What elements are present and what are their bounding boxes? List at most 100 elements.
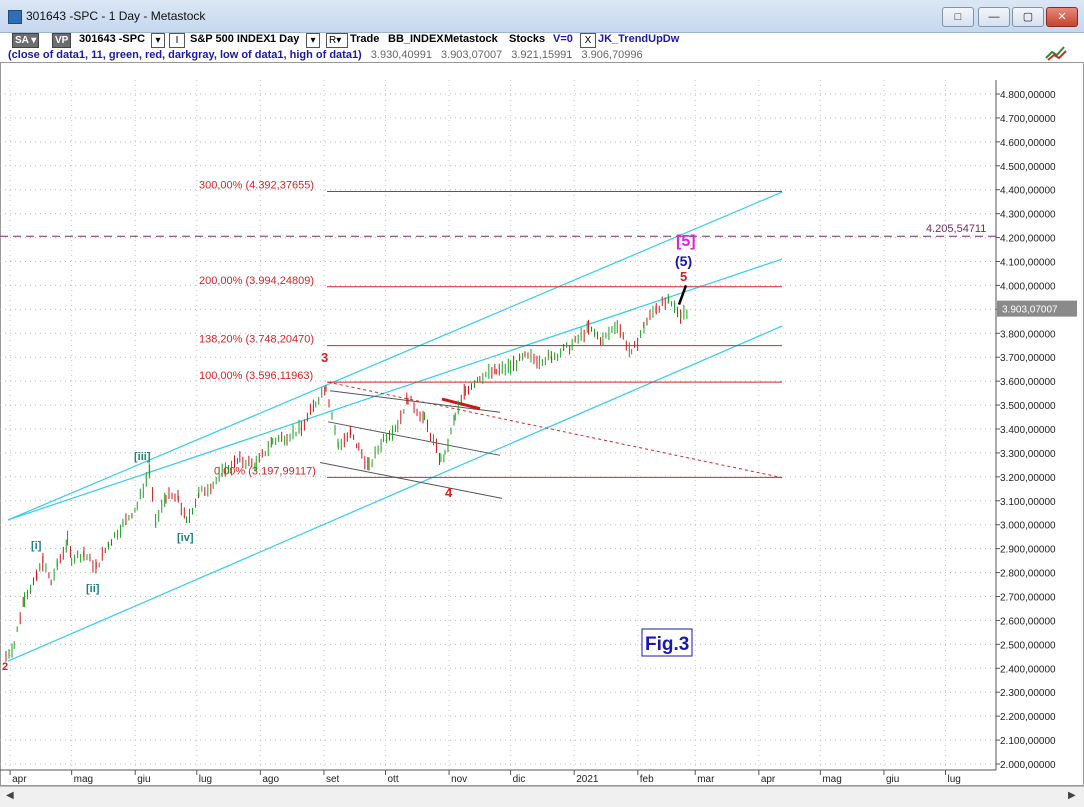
- wave-label: 2: [2, 661, 8, 673]
- i-label: I: [175, 35, 179, 46]
- vp-button[interactable]: VP: [52, 33, 72, 48]
- x-tick-label: ott: [387, 774, 398, 785]
- y-tick-label: 4.600,00000: [1000, 138, 1056, 149]
- indicator-label: JK_TrendUpDw: [598, 33, 680, 45]
- scroll-left-icon[interactable]: ◀: [6, 790, 14, 801]
- y-tick-label: 2.000,00000: [1000, 760, 1056, 771]
- y-tick-label: 3.700,00000: [1000, 353, 1056, 364]
- wave-label: 5: [680, 269, 687, 284]
- x-tick-label: nov: [451, 774, 467, 785]
- y-tick-label: 3.100,00000: [1000, 497, 1056, 508]
- trend-channel-line: [7, 191, 783, 521]
- x-tick-label: apr: [761, 774, 776, 785]
- fib-level-label: 138,20% (3.748,20470): [199, 334, 314, 346]
- y-tick-label: 4.000,00000: [1000, 281, 1056, 292]
- y-tick-label: 2.700,00000: [1000, 593, 1056, 604]
- y-tick-label: 3.200,00000: [1000, 473, 1056, 484]
- x-tick-label: giu: [886, 774, 899, 785]
- fib-level-label: 200,00% (3.994,24809): [199, 275, 314, 287]
- fib-level-label: 100,00% (3.596,11963): [199, 370, 313, 382]
- x-tick-label: mag: [822, 774, 841, 785]
- projection-marker: [677, 284, 688, 306]
- interval-dropdown-icon[interactable]: ▾: [306, 33, 320, 48]
- scroll-right-icon[interactable]: ▶: [1068, 790, 1076, 801]
- formula-value-1: 3.930,40991: [370, 49, 432, 61]
- y-tick-label: 2.300,00000: [1000, 688, 1056, 699]
- window-titlebar: 301643 -SPC - 1 Day - Metastock □ — ▢ ✕: [0, 0, 1084, 33]
- formula-value-4: 3.906,70996: [581, 49, 643, 61]
- chart-toolbar: SA ▾ VP 301643 -SPC ▾ I S&P 500 INDEX 1 …: [0, 32, 1084, 48]
- fib-level-label: 300,00% (4.392,37655): [199, 180, 314, 192]
- close-button[interactable]: ✕: [1046, 7, 1078, 27]
- y-tick-label: 4.200,00000: [1000, 234, 1056, 245]
- formula-row: (close of data1, 11, green, red, darkgra…: [8, 49, 643, 61]
- chart-border: [0, 62, 1084, 786]
- symbol-dropdown-icon[interactable]: ▾: [151, 33, 165, 48]
- trend-channel-line: [7, 258, 783, 521]
- interval-label: 1 Day: [270, 33, 300, 45]
- y-tick-label: 2.400,00000: [1000, 664, 1056, 675]
- minimize-button[interactable]: —: [978, 7, 1010, 27]
- wave-label: [i]: [31, 540, 42, 552]
- y-tick-label: 4.500,00000: [1000, 162, 1056, 173]
- wave-label: (5): [675, 253, 692, 269]
- y-tick-label: 4.400,00000: [1000, 186, 1056, 197]
- y-tick-label: 3.400,00000: [1000, 425, 1056, 436]
- wave-label: 4: [445, 485, 453, 500]
- sa-button[interactable]: SA ▾: [12, 33, 40, 48]
- y-tick-label: 2.200,00000: [1000, 712, 1056, 723]
- indicator-close-icon[interactable]: X: [580, 33, 596, 48]
- instrument-label: S&P 500 INDEX: [190, 33, 271, 45]
- restore-icon[interactable]: □: [942, 7, 974, 27]
- y-tick-label: 3.600,00000: [1000, 377, 1056, 388]
- declining-trend-line: [327, 381, 783, 479]
- y-tick-label: 4.100,00000: [1000, 258, 1056, 269]
- app-icon: [8, 10, 22, 24]
- v-label: V=0: [553, 33, 573, 45]
- trend-channel-line: [7, 325, 783, 662]
- current-price-tag: [997, 300, 1077, 317]
- i-button[interactable]: I: [169, 33, 185, 48]
- wave-label: [iii]: [134, 451, 151, 463]
- y-tick-label: 2.100,00000: [1000, 736, 1056, 747]
- formula-text: (close of data1, 11, green, red, darkgra…: [8, 49, 362, 61]
- y-tick-label: 2.900,00000: [1000, 545, 1056, 556]
- resistance-label: 4.205,54711: [926, 223, 986, 235]
- horizontal-scrollbar[interactable]: ◀ ▶: [0, 786, 1084, 807]
- price-chart[interactable]: 4.800,00000 4.700,00000 4.600,00000 4.500,0…: [0, 62, 1084, 806]
- fib-level-label: 0,00% (3.197,99117): [214, 465, 316, 477]
- x-tick-label: mag: [74, 774, 93, 785]
- formula-value-2: 3.903,07007: [441, 49, 503, 61]
- r-button[interactable]: R▾: [326, 33, 348, 48]
- window-title: 301643 -SPC - 1 Day - Metastock: [26, 9, 206, 23]
- chart-tools-icon[interactable]: [1044, 42, 1070, 62]
- x-tick-label: mar: [697, 774, 715, 785]
- y-tick-label: 4.700,00000: [1000, 114, 1056, 125]
- x-tick-label: lug: [199, 774, 212, 785]
- correction-channel-line: [329, 390, 501, 413]
- indicator-x-label: X: [584, 35, 592, 46]
- exchange-label: BB_INDEX: [388, 33, 444, 45]
- x-tick-label: feb: [640, 774, 654, 785]
- correction-channel-line: [319, 462, 503, 499]
- maximize-button[interactable]: ▢: [1012, 7, 1044, 27]
- category-label: Stocks: [509, 33, 546, 45]
- y-tick-label: 3.000,00000: [1000, 521, 1056, 532]
- wave-label: 3: [321, 350, 328, 365]
- y-tick-label: 4.800,00000: [1000, 90, 1056, 101]
- trade-label: Trade: [350, 33, 380, 45]
- x-tick-label: apr: [12, 774, 27, 785]
- x-tick-label: ago: [262, 774, 279, 785]
- x-tick-label: lug: [947, 774, 960, 785]
- y-tick-label: 2.600,00000: [1000, 616, 1056, 627]
- x-tick-label: dic: [513, 774, 526, 785]
- x-tick-label: set: [326, 774, 340, 785]
- x-tick-label: 2021: [576, 774, 599, 785]
- correction-channel-line: [327, 421, 501, 456]
- y-tick-label: 2.500,00000: [1000, 640, 1056, 651]
- wave-label: [5]: [676, 233, 696, 250]
- source-label: Metastock: [444, 33, 498, 45]
- x-tick-label: giu: [137, 774, 150, 785]
- y-tick-label: 4.300,00000: [1000, 210, 1056, 221]
- formula-value-3: 3.921,15991: [511, 49, 573, 61]
